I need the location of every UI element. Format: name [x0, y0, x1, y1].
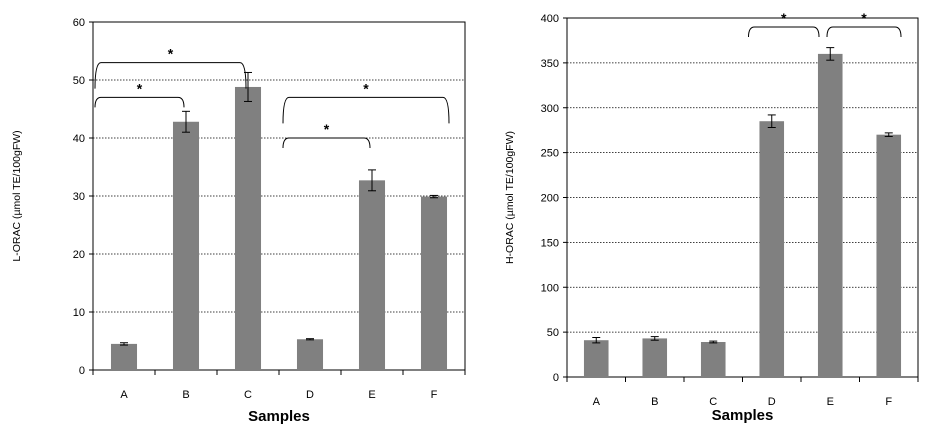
- y-tick-label: 30: [73, 191, 85, 203]
- bar-B: [172, 121, 200, 370]
- chart-2: 0 50 100 150 200 250 300 350 400 A B C D E F * * Samples H…: [504, 10, 919, 424]
- x-tick-label: A: [120, 389, 128, 401]
- x-tick-label: B: [182, 389, 189, 401]
- significance-bracket: [282, 137, 371, 149]
- y-tick-label: 150: [541, 237, 559, 249]
- significance-bracket: [282, 96, 450, 124]
- y-tick-label: 200: [541, 193, 559, 205]
- y-tick-label: 0: [553, 372, 559, 384]
- significance-star: *: [363, 80, 369, 96]
- bar-A: [110, 343, 138, 370]
- x-tick-label: A: [593, 396, 601, 408]
- significance-star: *: [137, 80, 143, 96]
- bar-E: [817, 53, 843, 378]
- y-tick-label: 40: [73, 133, 85, 145]
- y-tick-label: 100: [541, 282, 559, 294]
- y-tick-label: 60: [73, 17, 85, 29]
- significance-star: *: [324, 121, 330, 137]
- x-tick-label: E: [368, 389, 375, 401]
- significance-bracket: [94, 62, 247, 89]
- y-tick-label: 10: [73, 307, 85, 319]
- x-tick-label: B: [651, 396, 658, 408]
- y-tick-label: 300: [541, 103, 559, 115]
- x-axis-title: Samples: [712, 407, 774, 424]
- bar-E: [358, 180, 386, 370]
- bar-A: [583, 340, 609, 377]
- y-tick-label: 20: [73, 249, 85, 261]
- y-axis-title: L-ORAC (µmol TE/100gFW): [11, 130, 23, 261]
- chart-1: 0 10 20 30 40 50 60 A B C D E F * * * * Samples L-ORAC (µm…: [11, 17, 466, 425]
- y-tick-label: 50: [547, 327, 559, 339]
- y-tick-label: 350: [541, 58, 559, 70]
- y-axis-title: H-ORAC (µmol TE/100gFW): [504, 131, 516, 264]
- x-tick-label: F: [431, 389, 438, 401]
- x-tick-label: F: [885, 396, 892, 408]
- x-tick-label: E: [827, 396, 834, 408]
- bar-C: [700, 341, 726, 377]
- bar-D: [296, 339, 324, 370]
- bar-F: [420, 196, 448, 370]
- significance-star: *: [781, 10, 787, 26]
- significance-bracket: [748, 26, 820, 37]
- x-tick-label: C: [709, 396, 717, 408]
- x-tick-label: C: [244, 389, 252, 401]
- y-tick-label: 400: [541, 13, 559, 25]
- bar-D: [759, 121, 785, 378]
- y-tick-label: 0: [79, 365, 85, 377]
- x-tick-label: D: [306, 389, 314, 401]
- x-tick-label: D: [768, 396, 776, 408]
- significance-bracket: [826, 26, 902, 37]
- significance-star: *: [861, 10, 867, 26]
- bar-C: [234, 86, 262, 371]
- y-tick-label: 250: [541, 148, 559, 160]
- bar-F: [876, 134, 902, 377]
- bar-B: [642, 338, 668, 377]
- x-axis-title: Samples: [248, 408, 310, 425]
- significance-bracket: [94, 96, 185, 108]
- y-tick-label: 50: [73, 75, 85, 87]
- significance-star: *: [168, 46, 174, 62]
